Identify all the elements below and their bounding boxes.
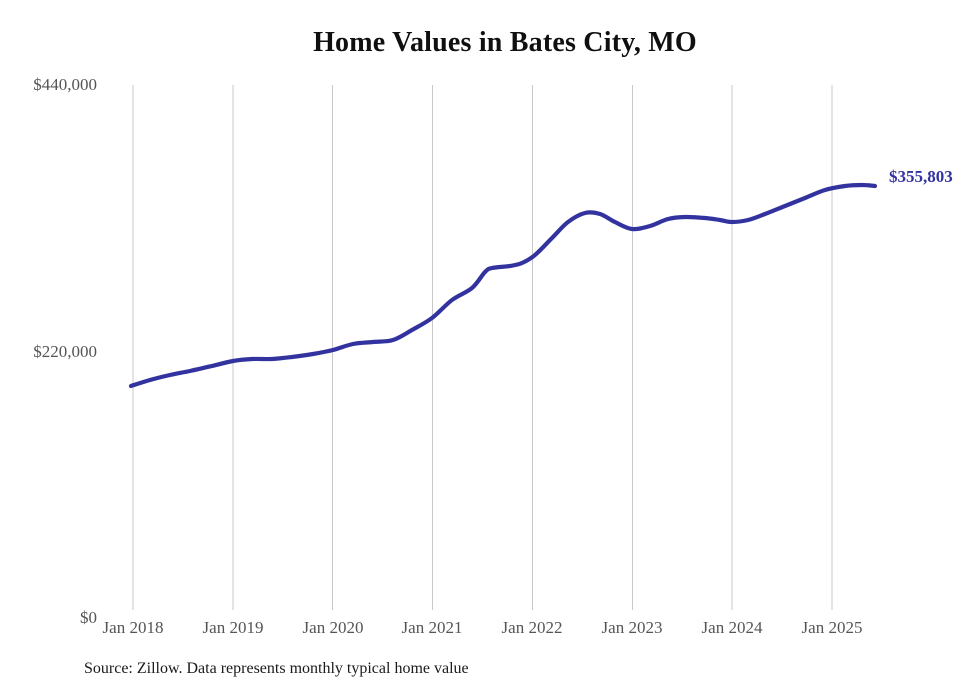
x-axis-tick-jan-2021: Jan 2021 (401, 618, 463, 637)
x-axis-tick-jan-2024: Jan 2024 (701, 618, 763, 637)
x-axis-tick-jan-2018: Jan 2018 (102, 618, 164, 637)
x-axis-tick-jan-2022: Jan 2022 (501, 618, 563, 637)
gridlines (132, 85, 833, 610)
x-axis-tick-jan-2025: Jan 2025 (801, 618, 863, 637)
x-axis-tick-jan-2019: Jan 2019 (202, 618, 264, 637)
x-axis-tick-jan-2020: Jan 2020 (302, 618, 364, 637)
end-value-label: $355,803 (889, 167, 953, 186)
chart-title: Home Values in Bates City, MO (313, 27, 697, 58)
y-axis-tick-440000: $440,000 (33, 75, 97, 94)
home-value-line (128, 182, 878, 389)
source-note: Source: Zillow. Data represents monthly … (84, 660, 469, 677)
x-axis-tick-jan-2023: Jan 2023 (601, 618, 663, 637)
y-axis-tick-0: $0 (80, 608, 97, 627)
y-axis-tick-220000: $220,000 (33, 342, 97, 361)
